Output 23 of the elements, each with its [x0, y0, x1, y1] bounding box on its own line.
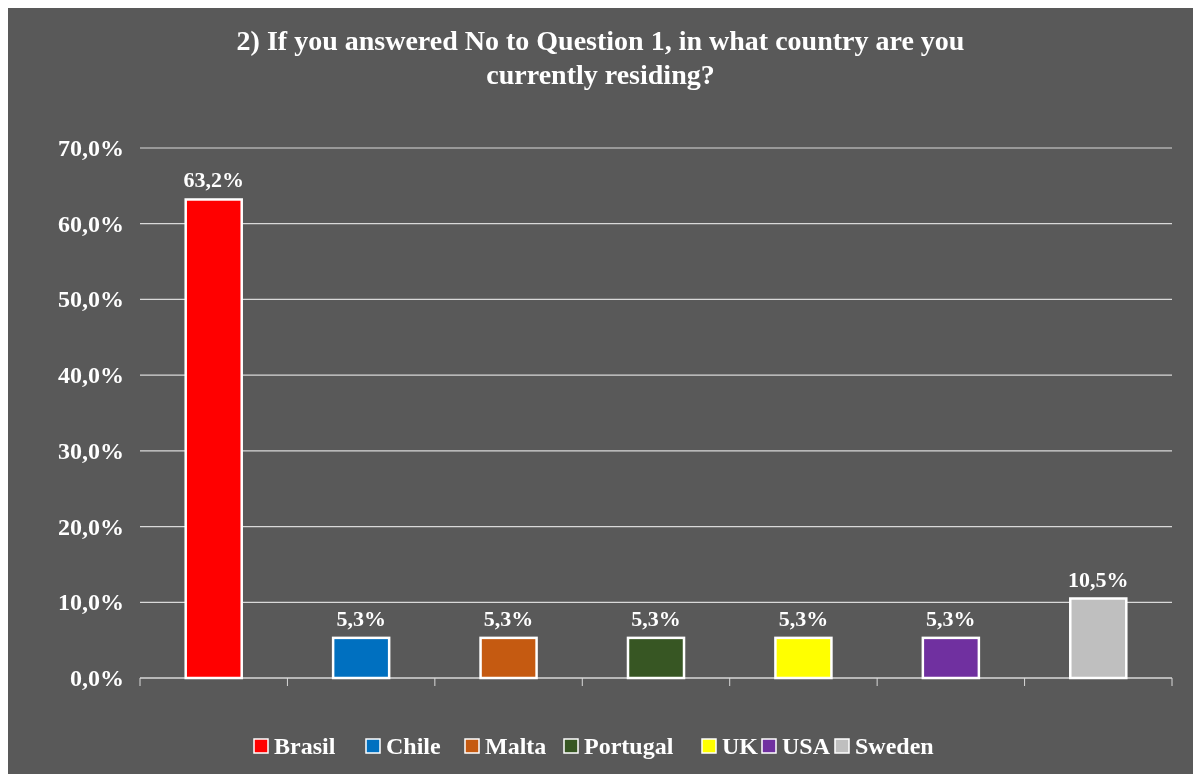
y-tick-label: 60,0% — [58, 210, 124, 237]
y-tick-label: 0,0% — [70, 665, 124, 691]
y-tick-label: 40,0% — [58, 362, 124, 389]
legend-label: Sweden — [855, 733, 934, 759]
y-tick-label: 30,0% — [58, 437, 124, 464]
data-label: 5,3% — [631, 605, 681, 631]
y-tick-label: 10,0% — [58, 589, 124, 616]
data-label: 63,2% — [183, 167, 244, 193]
data-label: 5,3% — [483, 605, 534, 631]
legend-label: USA — [782, 733, 831, 759]
legend-label: Malta — [485, 733, 547, 759]
y-tick-label: 20,0% — [58, 513, 124, 540]
legend-label: Portugal — [584, 733, 674, 759]
data-label: 5,3% — [926, 605, 976, 631]
legend-label: UK — [722, 733, 759, 759]
data-label: 5,3% — [336, 605, 386, 631]
y-tick-label: 50,0% — [58, 286, 124, 313]
legend-label: Chile — [386, 733, 442, 759]
data-label: 10,5% — [1068, 566, 1129, 592]
chart-title: 2) If you answered No to Question 1, in what country are you currently residing? — [236, 25, 965, 90]
data-label: 5,3% — [778, 605, 829, 631]
legend-label: Brasil — [274, 733, 336, 759]
y-tick-label: 70,0% — [58, 135, 124, 161]
